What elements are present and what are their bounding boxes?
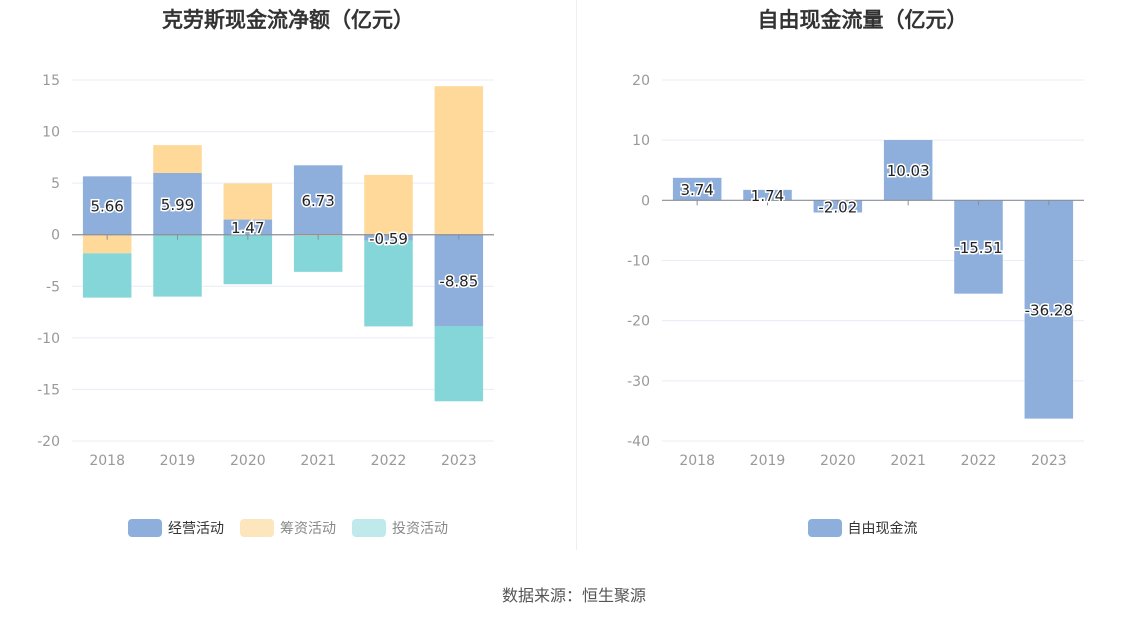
free-cash-flow-chart-panel: 自由现金流量（亿元） 20 10 0 -10 -20 -30 -40 2018 2019 2020… bbox=[577, 0, 1148, 550]
data-label: -15.51 bbox=[954, 239, 1002, 257]
legend-item-financing[interactable]: 筹资活动 bbox=[240, 518, 336, 538]
y-tick-label: -20 bbox=[37, 434, 60, 450]
data-label: -8.85 bbox=[439, 272, 478, 290]
legend-item-investing[interactable]: 投资活动 bbox=[352, 518, 448, 538]
x-tick-label: 2022 bbox=[371, 453, 407, 469]
x-tick-label: 2021 bbox=[890, 453, 926, 469]
legend-swatch-free-cash-flow bbox=[807, 519, 842, 537]
data-label: 10.03 bbox=[887, 162, 930, 180]
y-tick-label: -30 bbox=[627, 374, 650, 390]
bar-series-1 bbox=[223, 183, 273, 220]
bar-primary bbox=[82, 176, 132, 235]
bar-primary bbox=[1024, 200, 1074, 419]
right-chart-title: 自由现金流量（亿元） bbox=[757, 8, 968, 32]
data-label: 1.74 bbox=[751, 187, 784, 205]
bar-primary bbox=[883, 139, 933, 201]
y-tick-label: -10 bbox=[37, 331, 60, 347]
bar-primary bbox=[153, 172, 202, 235]
data-label: -0.59 bbox=[369, 230, 408, 248]
x-tick-label: 2023 bbox=[441, 453, 477, 469]
x-tick-label: 2022 bbox=[961, 453, 997, 469]
left-chart-title: 克劳斯现金流净额（亿元） bbox=[162, 8, 414, 32]
bar-primary bbox=[434, 234, 484, 326]
panel-divider bbox=[576, 0, 577, 550]
x-tick-label: 2020 bbox=[230, 453, 266, 469]
legend-label-investing: 投资活动 bbox=[392, 521, 448, 537]
x-tick-label: 2019 bbox=[160, 453, 196, 469]
bar-primary bbox=[954, 200, 1003, 294]
bar-primary bbox=[672, 177, 722, 201]
bar-primary bbox=[743, 189, 792, 201]
data-label: -36.28 bbox=[1025, 301, 1073, 319]
bar-series-2 bbox=[293, 235, 343, 272]
bar-series-1 bbox=[82, 234, 132, 254]
x-tick-label: 2018 bbox=[89, 453, 125, 469]
x-tick-label: 2018 bbox=[679, 453, 715, 469]
legend-item-operating[interactable]: 经营活动 bbox=[128, 518, 224, 538]
y-tick-label: 5 bbox=[51, 176, 60, 192]
data-label: 5.66 bbox=[90, 198, 123, 216]
legend-label-free-cash-flow: 自由现金流 bbox=[847, 521, 918, 537]
legend-item-free-cash-flow[interactable]: 自由现金流 bbox=[807, 518, 918, 538]
y-tick-label: -10 bbox=[627, 254, 650, 270]
y-tick-label: -40 bbox=[627, 434, 650, 450]
bar-series-2 bbox=[434, 325, 484, 402]
y-tick-label: 10 bbox=[632, 133, 650, 149]
y-tick-label: -15 bbox=[37, 382, 60, 398]
y-tick-label: -20 bbox=[627, 314, 650, 330]
bar-series-1 bbox=[434, 86, 484, 235]
right-chart-legend: 自由现金流 bbox=[577, 518, 1148, 538]
x-tick-label: 2020 bbox=[820, 453, 856, 469]
bar-primary bbox=[293, 165, 343, 235]
legend-label-operating: 经营活动 bbox=[168, 521, 224, 537]
bar-primary bbox=[223, 219, 273, 235]
y-tick-label: -5 bbox=[46, 279, 60, 295]
legend-swatch-financing bbox=[240, 519, 274, 537]
data-label: 6.73 bbox=[301, 192, 334, 210]
x-tick-label: 2019 bbox=[750, 453, 786, 469]
y-tick-label: 20 bbox=[632, 73, 650, 89]
y-tick-label: 0 bbox=[641, 193, 650, 209]
legend-label-financing: 筹资活动 bbox=[280, 521, 336, 537]
bar-series-2 bbox=[82, 253, 132, 298]
y-tick-label: 0 bbox=[51, 228, 60, 244]
bar-series-2 bbox=[153, 234, 202, 297]
bar-series-1 bbox=[364, 174, 413, 235]
x-tick-label: 2023 bbox=[1031, 453, 1067, 469]
legend-swatch-operating bbox=[128, 519, 162, 537]
left-chart-legend: 经营活动 筹资活动 投资活动 bbox=[0, 518, 576, 538]
bar-series-2 bbox=[223, 234, 273, 285]
cash-flow-net-chart: 15 10 5 0 -5 -10 -15 -20 2018 2019 2020 2021 2022 202… bbox=[37, 73, 494, 469]
data-label: 3.74 bbox=[680, 181, 713, 199]
y-tick-label: 15 bbox=[42, 73, 60, 89]
data-source-note: 数据来源：恒生聚源 bbox=[501, 586, 646, 605]
cash-flow-net-chart-panel: 克劳斯现金流净额（亿元） 15 10 5 0 -5 -10 -15 -20 2018 2019 20… bbox=[0, 0, 576, 550]
bar-series-2 bbox=[364, 240, 413, 327]
data-label: -2.02 bbox=[818, 198, 857, 216]
legend-swatch-investing bbox=[352, 519, 386, 537]
data-label: 1.47 bbox=[231, 219, 264, 237]
free-cash-flow-chart: 20 10 0 -10 -20 -30 -40 2018 2019 2020 2021 2022 202… bbox=[627, 73, 1084, 469]
bar-primary bbox=[813, 200, 863, 213]
data-label: 5.99 bbox=[161, 196, 194, 214]
x-tick-label: 2021 bbox=[300, 453, 336, 469]
bar-series-1 bbox=[153, 145, 202, 173]
y-tick-label: 10 bbox=[42, 125, 60, 141]
